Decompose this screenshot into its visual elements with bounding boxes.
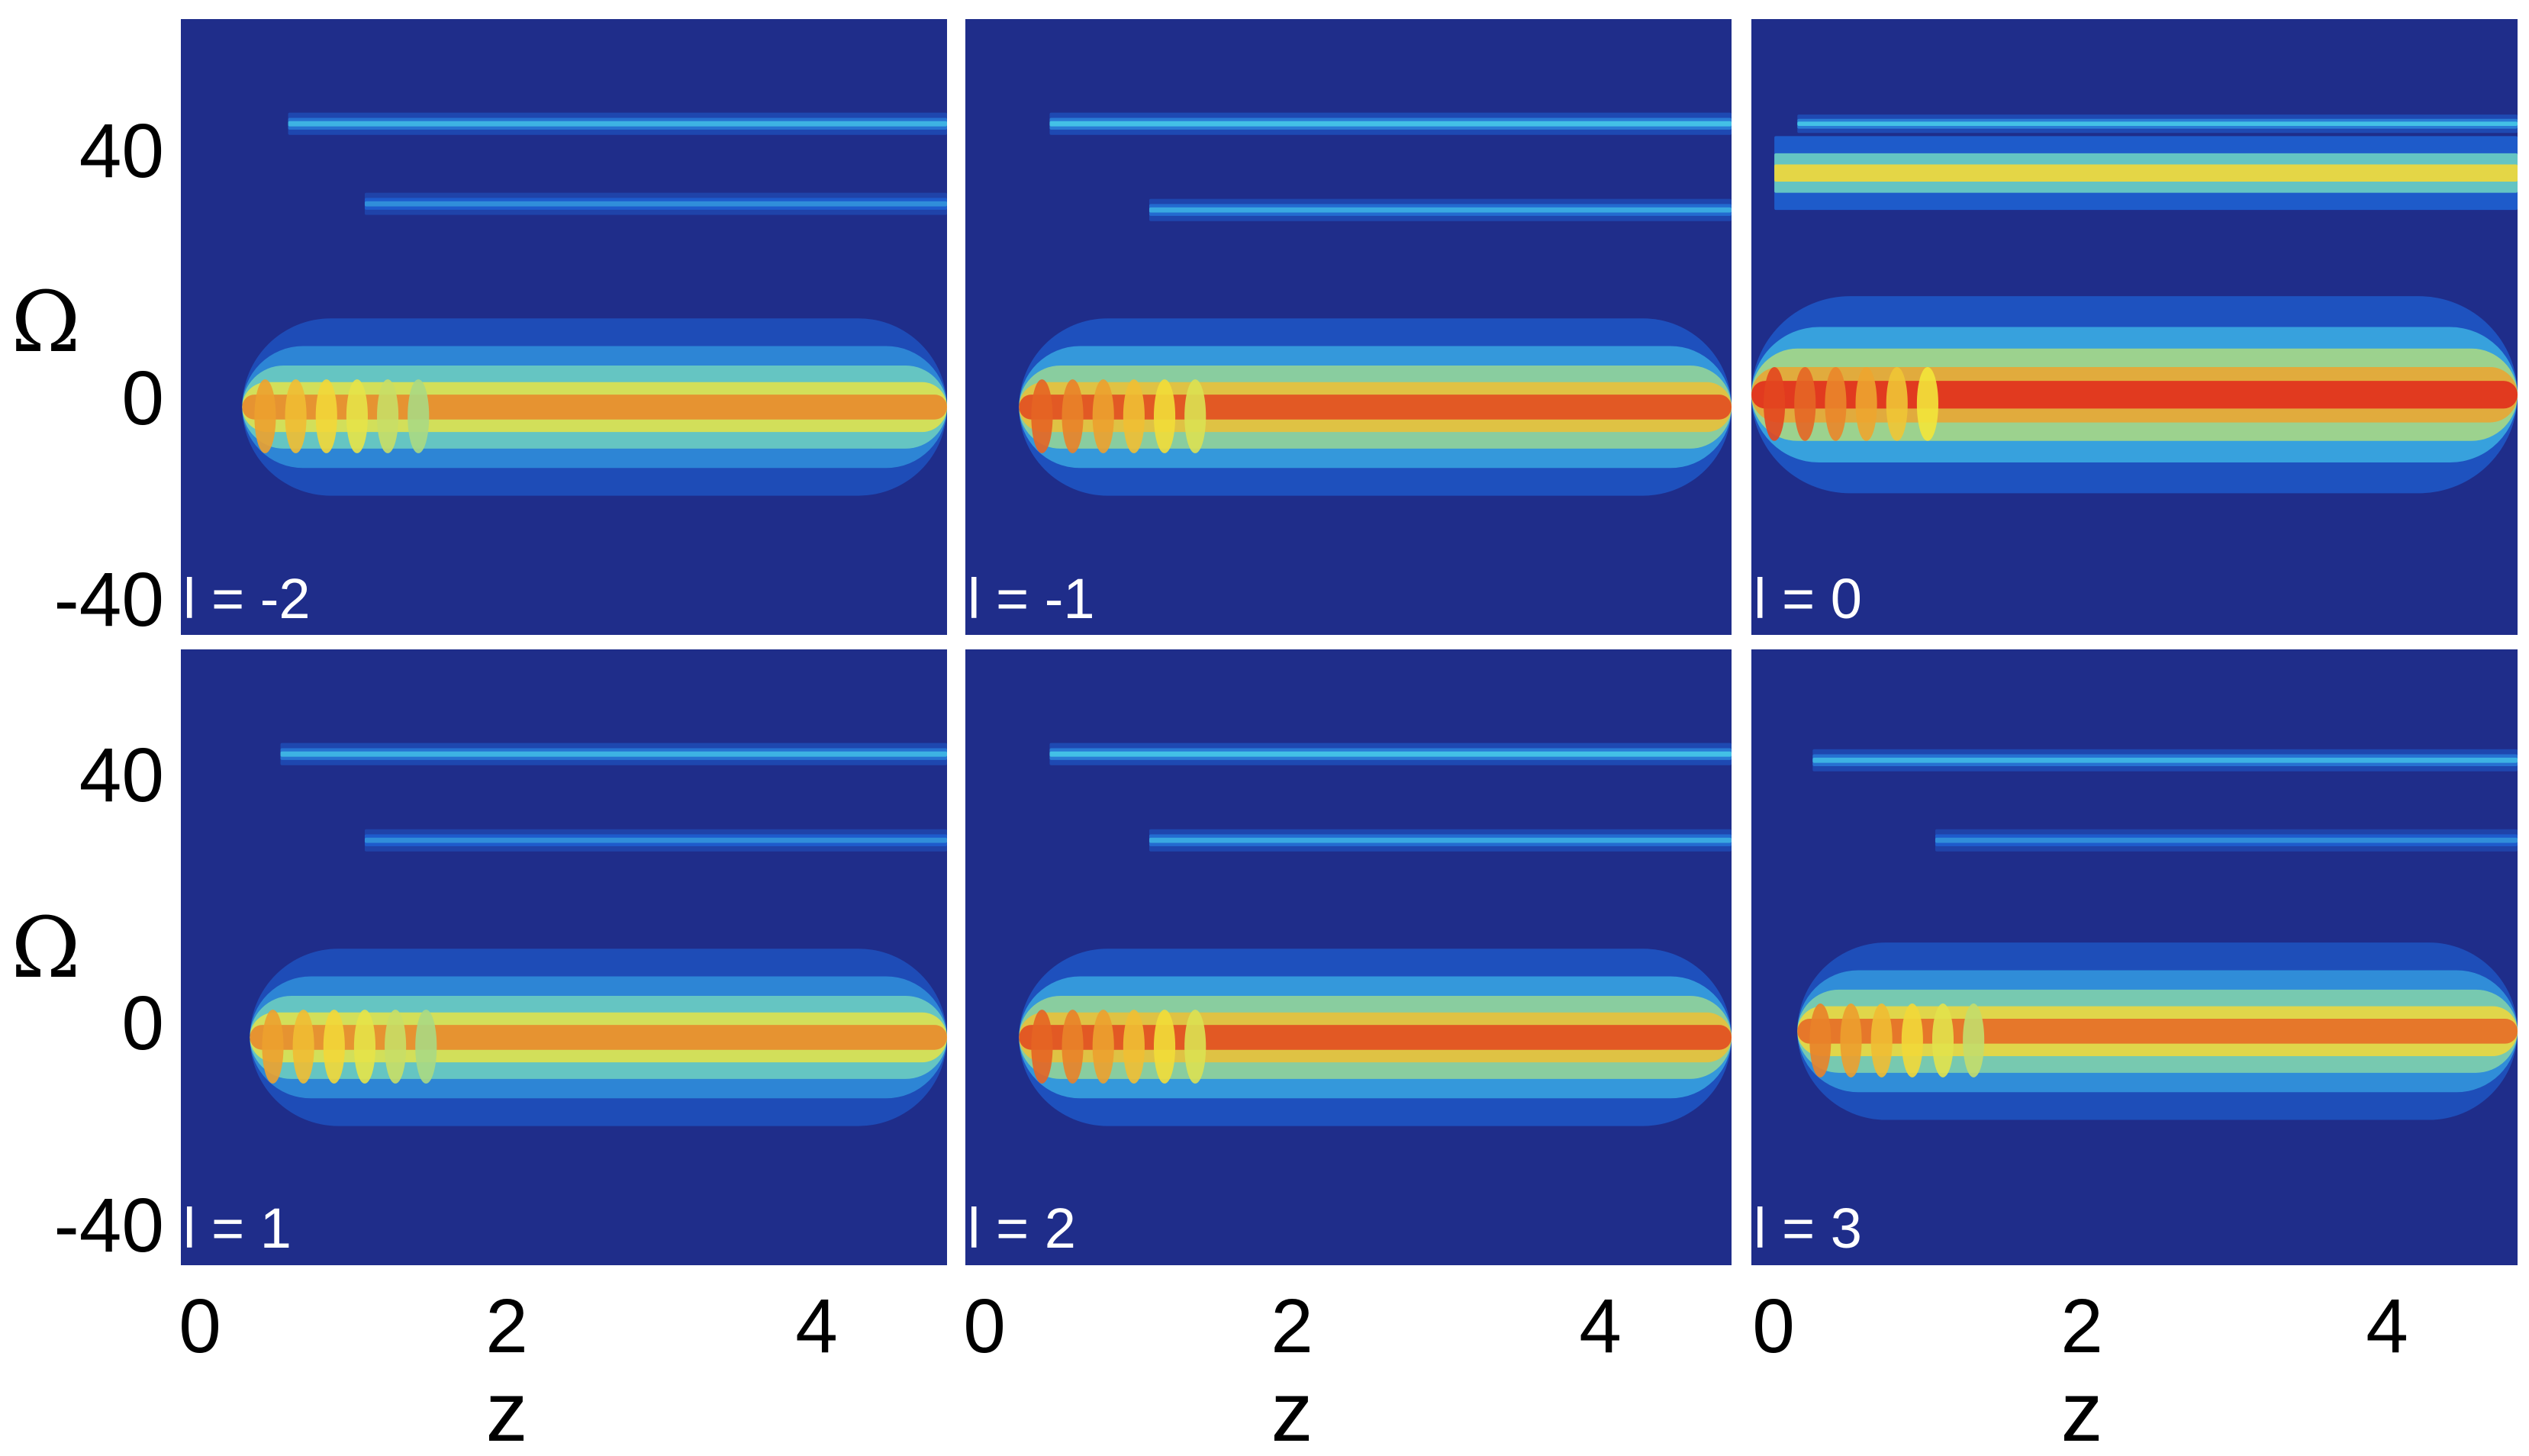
spectral-line bbox=[1812, 757, 2518, 763]
x-tick-label: 2 bbox=[1271, 1284, 1313, 1369]
x-tick-label: 4 bbox=[795, 1284, 838, 1369]
fringe-blob bbox=[1123, 1010, 1145, 1084]
x-axis-label: z bbox=[2061, 1365, 2103, 1456]
fringe-blob bbox=[415, 1010, 437, 1084]
fringe-blob bbox=[1870, 1003, 1893, 1078]
x-tick-label: 0 bbox=[1752, 1284, 1795, 1369]
fringe-blob bbox=[1794, 366, 1816, 441]
x-tick-label: 0 bbox=[179, 1284, 221, 1369]
spectral-line bbox=[1149, 207, 1732, 213]
fringe-blob bbox=[1031, 1010, 1053, 1084]
fringe-blob bbox=[1901, 1003, 1923, 1078]
fringe-blob bbox=[408, 379, 430, 453]
fringe-blob bbox=[1931, 1003, 1954, 1078]
panel-label: l = 0 bbox=[1754, 567, 1862, 630]
fringe-blob bbox=[1184, 1010, 1207, 1084]
fringe-blob bbox=[285, 379, 307, 453]
x-axis-label: z bbox=[486, 1365, 528, 1456]
x-tick-label: 2 bbox=[485, 1284, 528, 1369]
panel-l-minus-2 bbox=[181, 19, 947, 635]
x-tick-label: 4 bbox=[1579, 1284, 1622, 1369]
panel-label: l = 3 bbox=[1754, 1197, 1862, 1260]
fringe-blob bbox=[1764, 366, 1786, 441]
y-axis-label: Ω bbox=[11, 899, 80, 997]
panel-label: l = 2 bbox=[968, 1197, 1076, 1260]
fringe-blob bbox=[353, 1010, 376, 1084]
y-tick-label: 0 bbox=[121, 356, 164, 441]
x-tick-label: 4 bbox=[2366, 1284, 2408, 1369]
fringe-blob bbox=[1840, 1003, 1862, 1078]
fringe-blob bbox=[1809, 1003, 1832, 1078]
y-tick-label: -40 bbox=[53, 1183, 164, 1268]
spectral-line bbox=[364, 837, 947, 843]
fringe-blob bbox=[292, 1010, 314, 1084]
fringe-blob bbox=[315, 379, 337, 453]
fringe-blob bbox=[262, 1010, 284, 1084]
spectral-line bbox=[364, 201, 947, 207]
panel-label: l = 1 bbox=[183, 1197, 292, 1260]
x-tick-label: 0 bbox=[963, 1284, 1006, 1369]
fringe-blob bbox=[1855, 366, 1877, 441]
panel-label: l = -2 bbox=[183, 567, 311, 630]
main-band bbox=[1751, 381, 2518, 409]
spectral-line bbox=[1935, 837, 2518, 843]
fringe-blob bbox=[1062, 379, 1084, 453]
fringe-blob bbox=[323, 1010, 345, 1084]
fringe-blob bbox=[1062, 1010, 1084, 1084]
y-tick-label: -40 bbox=[53, 557, 164, 643]
spectral-line bbox=[1797, 121, 2518, 127]
spectral-line bbox=[1049, 751, 1732, 757]
y-axis-label: Ω bbox=[11, 273, 80, 371]
x-axis-label: z bbox=[1271, 1365, 1313, 1456]
spectral-line bbox=[280, 751, 947, 757]
fringe-blob bbox=[1153, 379, 1176, 453]
panel-l-0 bbox=[1751, 19, 2518, 635]
spectral-line bbox=[288, 121, 947, 127]
fringe-blob bbox=[1184, 379, 1207, 453]
fringe-blob bbox=[254, 379, 276, 453]
fringe-blob bbox=[1031, 379, 1053, 453]
fringe-blob bbox=[1886, 366, 1908, 441]
panel-l-minus-1 bbox=[965, 19, 1732, 635]
fringe-blob bbox=[346, 379, 368, 453]
panel-label: l = -1 bbox=[968, 567, 1095, 630]
spectral-line bbox=[1774, 164, 2518, 182]
panel-l-3 bbox=[1751, 649, 2518, 1265]
fringe-blob bbox=[1963, 1003, 1985, 1078]
fringe-blob bbox=[377, 379, 399, 453]
fringe-blob bbox=[1916, 366, 1938, 441]
fringe-blob bbox=[1123, 379, 1145, 453]
fringe-blob bbox=[1153, 1010, 1176, 1084]
y-tick-label: 0 bbox=[121, 981, 164, 1066]
fringe-blob bbox=[1092, 379, 1114, 453]
spectral-line bbox=[1149, 837, 1732, 843]
panel-l-1 bbox=[181, 649, 947, 1265]
fringe-blob bbox=[385, 1010, 407, 1084]
fringe-blob bbox=[1092, 1010, 1114, 1084]
y-tick-label: 40 bbox=[79, 108, 164, 194]
x-tick-label: 2 bbox=[2060, 1284, 2103, 1369]
spectral-line bbox=[1049, 121, 1732, 127]
y-tick-label: 40 bbox=[79, 733, 164, 818]
panel-l-2 bbox=[965, 649, 1732, 1265]
fringe-blob bbox=[1825, 366, 1847, 441]
